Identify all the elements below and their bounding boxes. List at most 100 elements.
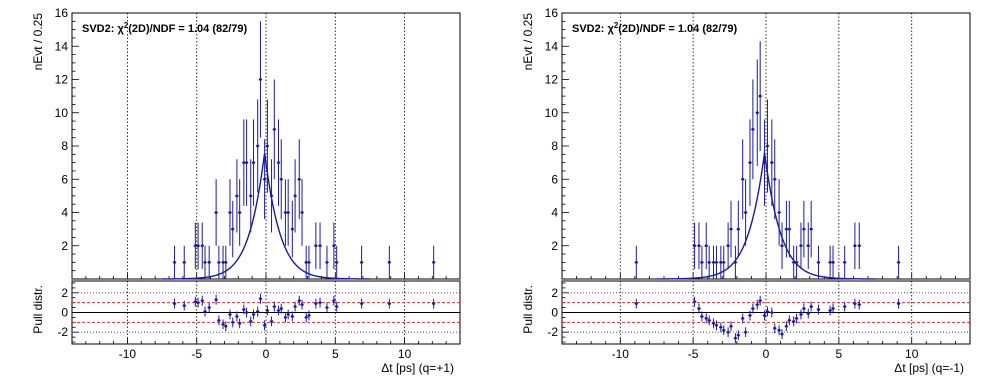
data-point xyxy=(224,245,228,279)
data-point-marker xyxy=(256,144,259,148)
data-point-marker xyxy=(207,261,211,264)
pull-axis-title: Pull distr. xyxy=(31,285,45,334)
pull-point xyxy=(743,327,748,338)
data-point xyxy=(293,159,297,233)
data-point-marker xyxy=(722,261,725,264)
data-point xyxy=(740,139,745,220)
data-point xyxy=(200,222,204,270)
x-tick-label: -10 xyxy=(612,347,630,361)
data-point xyxy=(772,139,777,220)
y-tick-label: 2 xyxy=(551,239,558,253)
pull-point-marker xyxy=(201,299,204,302)
y-tick-label: 14 xyxy=(55,39,69,53)
pull-point xyxy=(770,307,774,318)
data-point xyxy=(794,245,799,279)
pull-point-marker xyxy=(809,305,813,308)
data-point xyxy=(697,222,701,270)
data-point-marker xyxy=(773,178,776,181)
pull-point xyxy=(293,301,297,312)
pull-point-marker xyxy=(221,323,225,326)
pull-point-marker xyxy=(432,302,435,305)
data-point-marker xyxy=(809,227,813,231)
data-point-marker xyxy=(744,211,747,214)
pull-tick-label: 0 xyxy=(551,306,558,320)
data-point-marker xyxy=(242,161,246,164)
pull-point xyxy=(235,311,239,322)
x-tick-label: -10 xyxy=(119,347,137,361)
data-point-marker xyxy=(217,261,221,264)
pull-point xyxy=(325,302,329,313)
pull-point-marker xyxy=(194,300,197,303)
pull-point xyxy=(262,320,267,331)
data-point xyxy=(806,222,811,270)
chart-panel-q-minus: -10 -5 0 5 10 2 4 6 8 10 12 14 16 -2 0 2 nEvt / 0.25 Pull… xyxy=(521,6,971,375)
pull-point xyxy=(307,310,311,321)
data-point-marker xyxy=(298,178,301,181)
pull-point xyxy=(853,298,857,309)
pull-point xyxy=(334,301,339,312)
pull-point-marker xyxy=(235,315,239,318)
data-point xyxy=(182,245,186,279)
pull-point-marker xyxy=(758,299,762,302)
pull-point-marker xyxy=(799,313,803,316)
data-point xyxy=(334,245,339,279)
pull-point xyxy=(791,316,796,327)
pull-point-marker xyxy=(249,320,252,323)
pull-point-marker xyxy=(853,302,857,305)
pull-point xyxy=(816,304,821,315)
pull-point-marker xyxy=(304,316,308,319)
pull-point-marker xyxy=(770,311,774,314)
data-point xyxy=(251,119,256,206)
annotation-prefix: SVD2: xyxy=(82,23,117,35)
pull-point xyxy=(809,301,813,312)
data-point-marker xyxy=(807,244,810,247)
data-point-marker xyxy=(214,211,218,214)
data-point-marker xyxy=(802,227,806,231)
pull-tick-label: 0 xyxy=(61,306,68,320)
pull-point xyxy=(231,317,235,328)
data-point-marker xyxy=(432,261,435,264)
y-tick-label: 4 xyxy=(61,206,68,220)
pull-point-marker xyxy=(245,311,248,314)
pull-tick-label: 2 xyxy=(551,286,558,300)
pull-point-marker xyxy=(831,307,835,310)
data-point xyxy=(272,79,277,180)
pull-point xyxy=(748,310,752,321)
pull-point xyxy=(221,319,225,330)
data-point-marker xyxy=(201,244,204,247)
pull-point-marker xyxy=(741,317,744,320)
pull-point xyxy=(802,303,806,314)
data-point-marker xyxy=(335,261,338,264)
y-tick-label: 2 xyxy=(61,239,68,253)
data-point xyxy=(217,245,221,279)
data-point-marker xyxy=(249,194,252,198)
data-point-marker xyxy=(325,261,329,264)
pull-point-marker xyxy=(286,313,290,316)
pull-point xyxy=(214,294,218,305)
pull-point xyxy=(733,333,738,344)
pull-point xyxy=(719,322,723,333)
data-point xyxy=(748,119,752,206)
pull-point-marker xyxy=(858,303,861,306)
data-point-marker xyxy=(221,261,225,264)
pull-point xyxy=(224,321,228,332)
data-point xyxy=(634,245,639,279)
pull-point-marker xyxy=(788,319,791,322)
data-point-marker xyxy=(270,194,273,198)
data-point xyxy=(235,159,239,233)
data-point xyxy=(758,41,762,151)
pull-point xyxy=(857,299,862,310)
pull-point xyxy=(765,306,770,317)
pull-point-marker xyxy=(705,317,708,320)
data-point-marker xyxy=(785,227,788,231)
pull-point xyxy=(258,293,263,304)
data-point xyxy=(751,79,755,180)
data-point xyxy=(726,222,730,270)
data-point xyxy=(258,21,263,138)
y-tick-label: 14 xyxy=(545,39,559,53)
annotation-rest: (2D)/NDF = 1.04 (82/79) xyxy=(128,23,247,35)
pull-point-marker xyxy=(773,327,776,330)
data-point-marker xyxy=(777,211,781,214)
data-point-marker xyxy=(196,244,200,247)
